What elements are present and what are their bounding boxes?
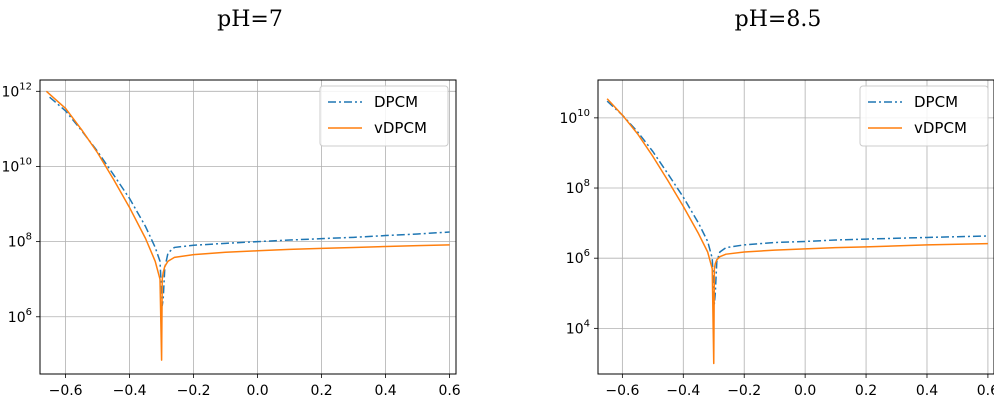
y-tick-label: 1012 (1, 81, 32, 100)
series-line-dpcm (49, 96, 450, 307)
legend-box (859, 85, 989, 147)
x-tick-label: 0.4 (916, 383, 938, 399)
x-tick-label: 0.2 (855, 383, 877, 399)
series-lines (606, 98, 988, 365)
y-tick-label: 106 (566, 248, 590, 267)
y-tick-label: 108 (8, 232, 32, 251)
x-tick-label: −0.2 (727, 383, 761, 399)
y-axis-ticks: 106 108 1010 1012 (1, 81, 40, 326)
x-tick-label: 0.6 (977, 383, 994, 399)
legend-box (319, 85, 449, 147)
x-tick-label: 0.0 (246, 383, 268, 399)
chart-title: pH=7 (217, 7, 283, 32)
legend-label-vdpcm: vDPCM (374, 119, 427, 137)
series-line-vdpcm (45, 90, 450, 361)
x-tick-label: 0.2 (310, 383, 332, 399)
x-tick-label: 0.4 (374, 383, 396, 399)
chart-panel-ph7: pH=7 −0.6 −0.4 −0.2 0.0 0.2 0.4 0.6 106 108 1010… (1, 7, 460, 399)
legend-label-vdpcm: vDPCM (914, 119, 967, 137)
plot-frame (39, 79, 457, 375)
plot-frame (597, 79, 994, 375)
legend-label-dpcm: DPCM (374, 93, 418, 111)
legend: DPCM vDPCM (859, 85, 989, 147)
x-tick-label: −0.6 (605, 383, 639, 399)
legend: DPCM vDPCM (319, 85, 449, 147)
y-tick-label: 1010 (1, 156, 32, 175)
x-tick-label: 0.6 (438, 383, 460, 399)
legend-label-dpcm: DPCM (914, 93, 958, 111)
x-axis-ticks: −0.6 −0.4 −0.2 0.0 0.2 0.4 0.6 (49, 374, 461, 399)
x-tick-label: 0.0 (794, 383, 816, 399)
chart-title: pH=8.5 (735, 7, 822, 32)
y-tick-label: 108 (566, 178, 590, 197)
y-tick-label: 104 (566, 318, 590, 337)
y-axis-ticks: 104 106 108 1010 (559, 108, 598, 337)
x-tick-label: −0.2 (177, 383, 211, 399)
y-tick-label: 1010 (559, 108, 590, 127)
y-tick-label: 106 (8, 307, 32, 326)
chart-panel-ph8-5: pH=8.5 −0.6−0.4−0.20.00.20.40.6 10410610… (559, 7, 994, 399)
x-tick-label: −0.6 (49, 383, 83, 399)
series-lines (45, 90, 450, 361)
x-tick-label: −0.4 (113, 383, 147, 399)
series-line-vdpcm (606, 98, 988, 365)
x-axis-ticks: −0.6 −0.4 −0.2 0.0 0.2 0.4 0.6 (605, 374, 994, 399)
x-tick-label: −0.4 (666, 383, 700, 399)
